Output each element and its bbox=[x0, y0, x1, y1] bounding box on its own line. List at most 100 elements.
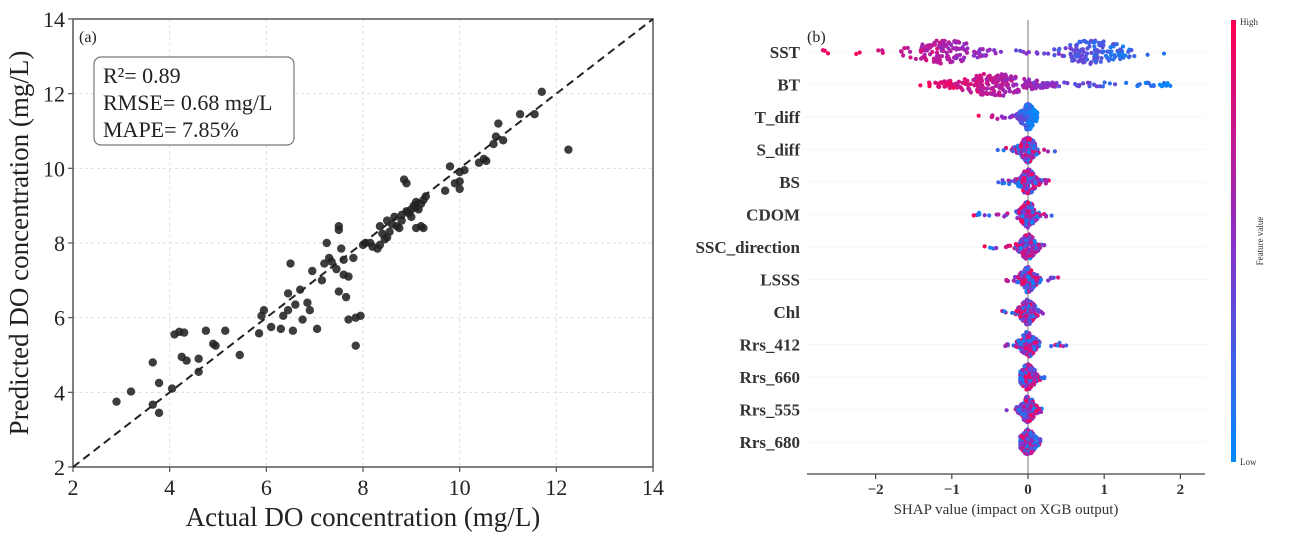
shap-point bbox=[1029, 172, 1035, 177]
shap-point bbox=[1031, 350, 1036, 356]
shap-point bbox=[1031, 381, 1036, 386]
shap-point bbox=[982, 213, 987, 218]
shap-point bbox=[1076, 59, 1081, 64]
x-tick-label: 2 bbox=[68, 475, 79, 500]
shap-point bbox=[1018, 310, 1024, 316]
shap-point bbox=[989, 77, 994, 82]
shap-point bbox=[945, 54, 951, 59]
shap-point bbox=[1038, 438, 1043, 443]
shap-point bbox=[1073, 43, 1079, 48]
shap-point bbox=[1027, 270, 1032, 276]
data-point bbox=[482, 156, 491, 166]
feature-label: Chl bbox=[774, 303, 801, 322]
feature-swarm bbox=[1004, 394, 1044, 425]
shap-point bbox=[1029, 111, 1034, 116]
y-tick-label: 6 bbox=[54, 306, 65, 331]
shap-point bbox=[1043, 214, 1049, 219]
shap-point bbox=[1021, 109, 1026, 114]
stat-rmse: RMSE= 0.68 mg/L bbox=[103, 90, 272, 115]
shap-point bbox=[1032, 340, 1038, 345]
shap-point bbox=[1034, 152, 1039, 157]
shap-point bbox=[1161, 51, 1167, 56]
shap-x-tick-label: −1 bbox=[944, 482, 960, 498]
shap-point bbox=[964, 50, 970, 55]
shap-point bbox=[1092, 44, 1097, 49]
shap-point bbox=[1036, 308, 1041, 313]
shap-point bbox=[976, 113, 981, 118]
data-point bbox=[295, 285, 305, 294]
feature-label: S_diff bbox=[757, 141, 801, 160]
shap-point bbox=[1026, 274, 1031, 279]
shap-point bbox=[1129, 48, 1134, 53]
shap-point bbox=[1089, 50, 1094, 56]
shap-point bbox=[1040, 311, 1045, 316]
shap-point bbox=[1028, 418, 1033, 423]
shap-point bbox=[957, 52, 963, 58]
shap-panel: SST BT T_diff S_diff BS CDOM SSC_direction LSSS… bbox=[695, 17, 1265, 518]
shap-point bbox=[1004, 277, 1009, 283]
data-point bbox=[298, 315, 307, 324]
feature-swarm bbox=[1003, 330, 1069, 359]
shap-point bbox=[1036, 177, 1041, 182]
data-point bbox=[276, 324, 286, 334]
shap-point bbox=[1132, 54, 1137, 59]
feature-label: Rrs_412 bbox=[740, 336, 800, 355]
data-point bbox=[440, 186, 450, 195]
shap-point bbox=[1085, 80, 1091, 85]
data-point bbox=[283, 289, 293, 298]
shap-point bbox=[1111, 57, 1116, 62]
shap-point bbox=[999, 83, 1005, 88]
shap-point bbox=[1016, 275, 1021, 280]
shap-point bbox=[854, 51, 859, 57]
shap-point bbox=[1026, 177, 1031, 182]
shap-point bbox=[985, 48, 990, 53]
shap-point bbox=[1030, 155, 1035, 160]
shap-point bbox=[931, 59, 936, 64]
x-tick-label: 10 bbox=[449, 475, 471, 500]
shap-point bbox=[1116, 51, 1121, 56]
shap-point bbox=[1015, 247, 1020, 253]
shap-point bbox=[959, 86, 964, 91]
shap-point bbox=[1027, 375, 1033, 380]
shap-point bbox=[919, 48, 924, 53]
shap-point bbox=[1070, 58, 1075, 63]
shap-point bbox=[1034, 245, 1039, 250]
shap-point bbox=[1052, 53, 1057, 58]
shap-point bbox=[1033, 434, 1038, 439]
shap-point bbox=[1028, 287, 1033, 292]
shap-point bbox=[1037, 406, 1042, 411]
shap-point bbox=[951, 85, 956, 90]
shap-point bbox=[975, 212, 980, 217]
data-point bbox=[385, 227, 394, 236]
data-point bbox=[334, 222, 344, 231]
shap-point bbox=[1073, 81, 1078, 87]
shap-point bbox=[1005, 211, 1010, 216]
shap-point bbox=[1002, 78, 1007, 83]
shap-point bbox=[1056, 51, 1061, 56]
shap-point bbox=[1020, 371, 1025, 377]
feature-swarm bbox=[1000, 297, 1045, 327]
shap-point bbox=[1026, 338, 1031, 344]
shap-point bbox=[913, 56, 918, 62]
shap-point bbox=[1024, 143, 1029, 149]
shap-point bbox=[1097, 43, 1102, 48]
colorbar bbox=[1231, 20, 1236, 462]
shap-point bbox=[1165, 81, 1170, 86]
shap-point bbox=[998, 74, 1004, 80]
shap-point bbox=[1038, 409, 1044, 415]
shap-point bbox=[1006, 243, 1011, 248]
shap-point bbox=[1031, 80, 1037, 85]
shap-point bbox=[926, 80, 932, 85]
shap-point bbox=[1016, 180, 1021, 185]
shap-point bbox=[937, 40, 943, 45]
x-axis-label: Actual DO concentration (mg/L) bbox=[186, 502, 541, 532]
shap-point bbox=[1001, 87, 1006, 93]
shap-point bbox=[1025, 200, 1031, 205]
shap-point bbox=[1002, 309, 1007, 314]
shap-point bbox=[1060, 344, 1066, 349]
shap-point bbox=[1024, 103, 1029, 109]
shap-point bbox=[1024, 155, 1030, 160]
shap-point bbox=[1027, 371, 1032, 377]
shap-point bbox=[1026, 247, 1031, 252]
shap-point bbox=[1081, 81, 1086, 86]
